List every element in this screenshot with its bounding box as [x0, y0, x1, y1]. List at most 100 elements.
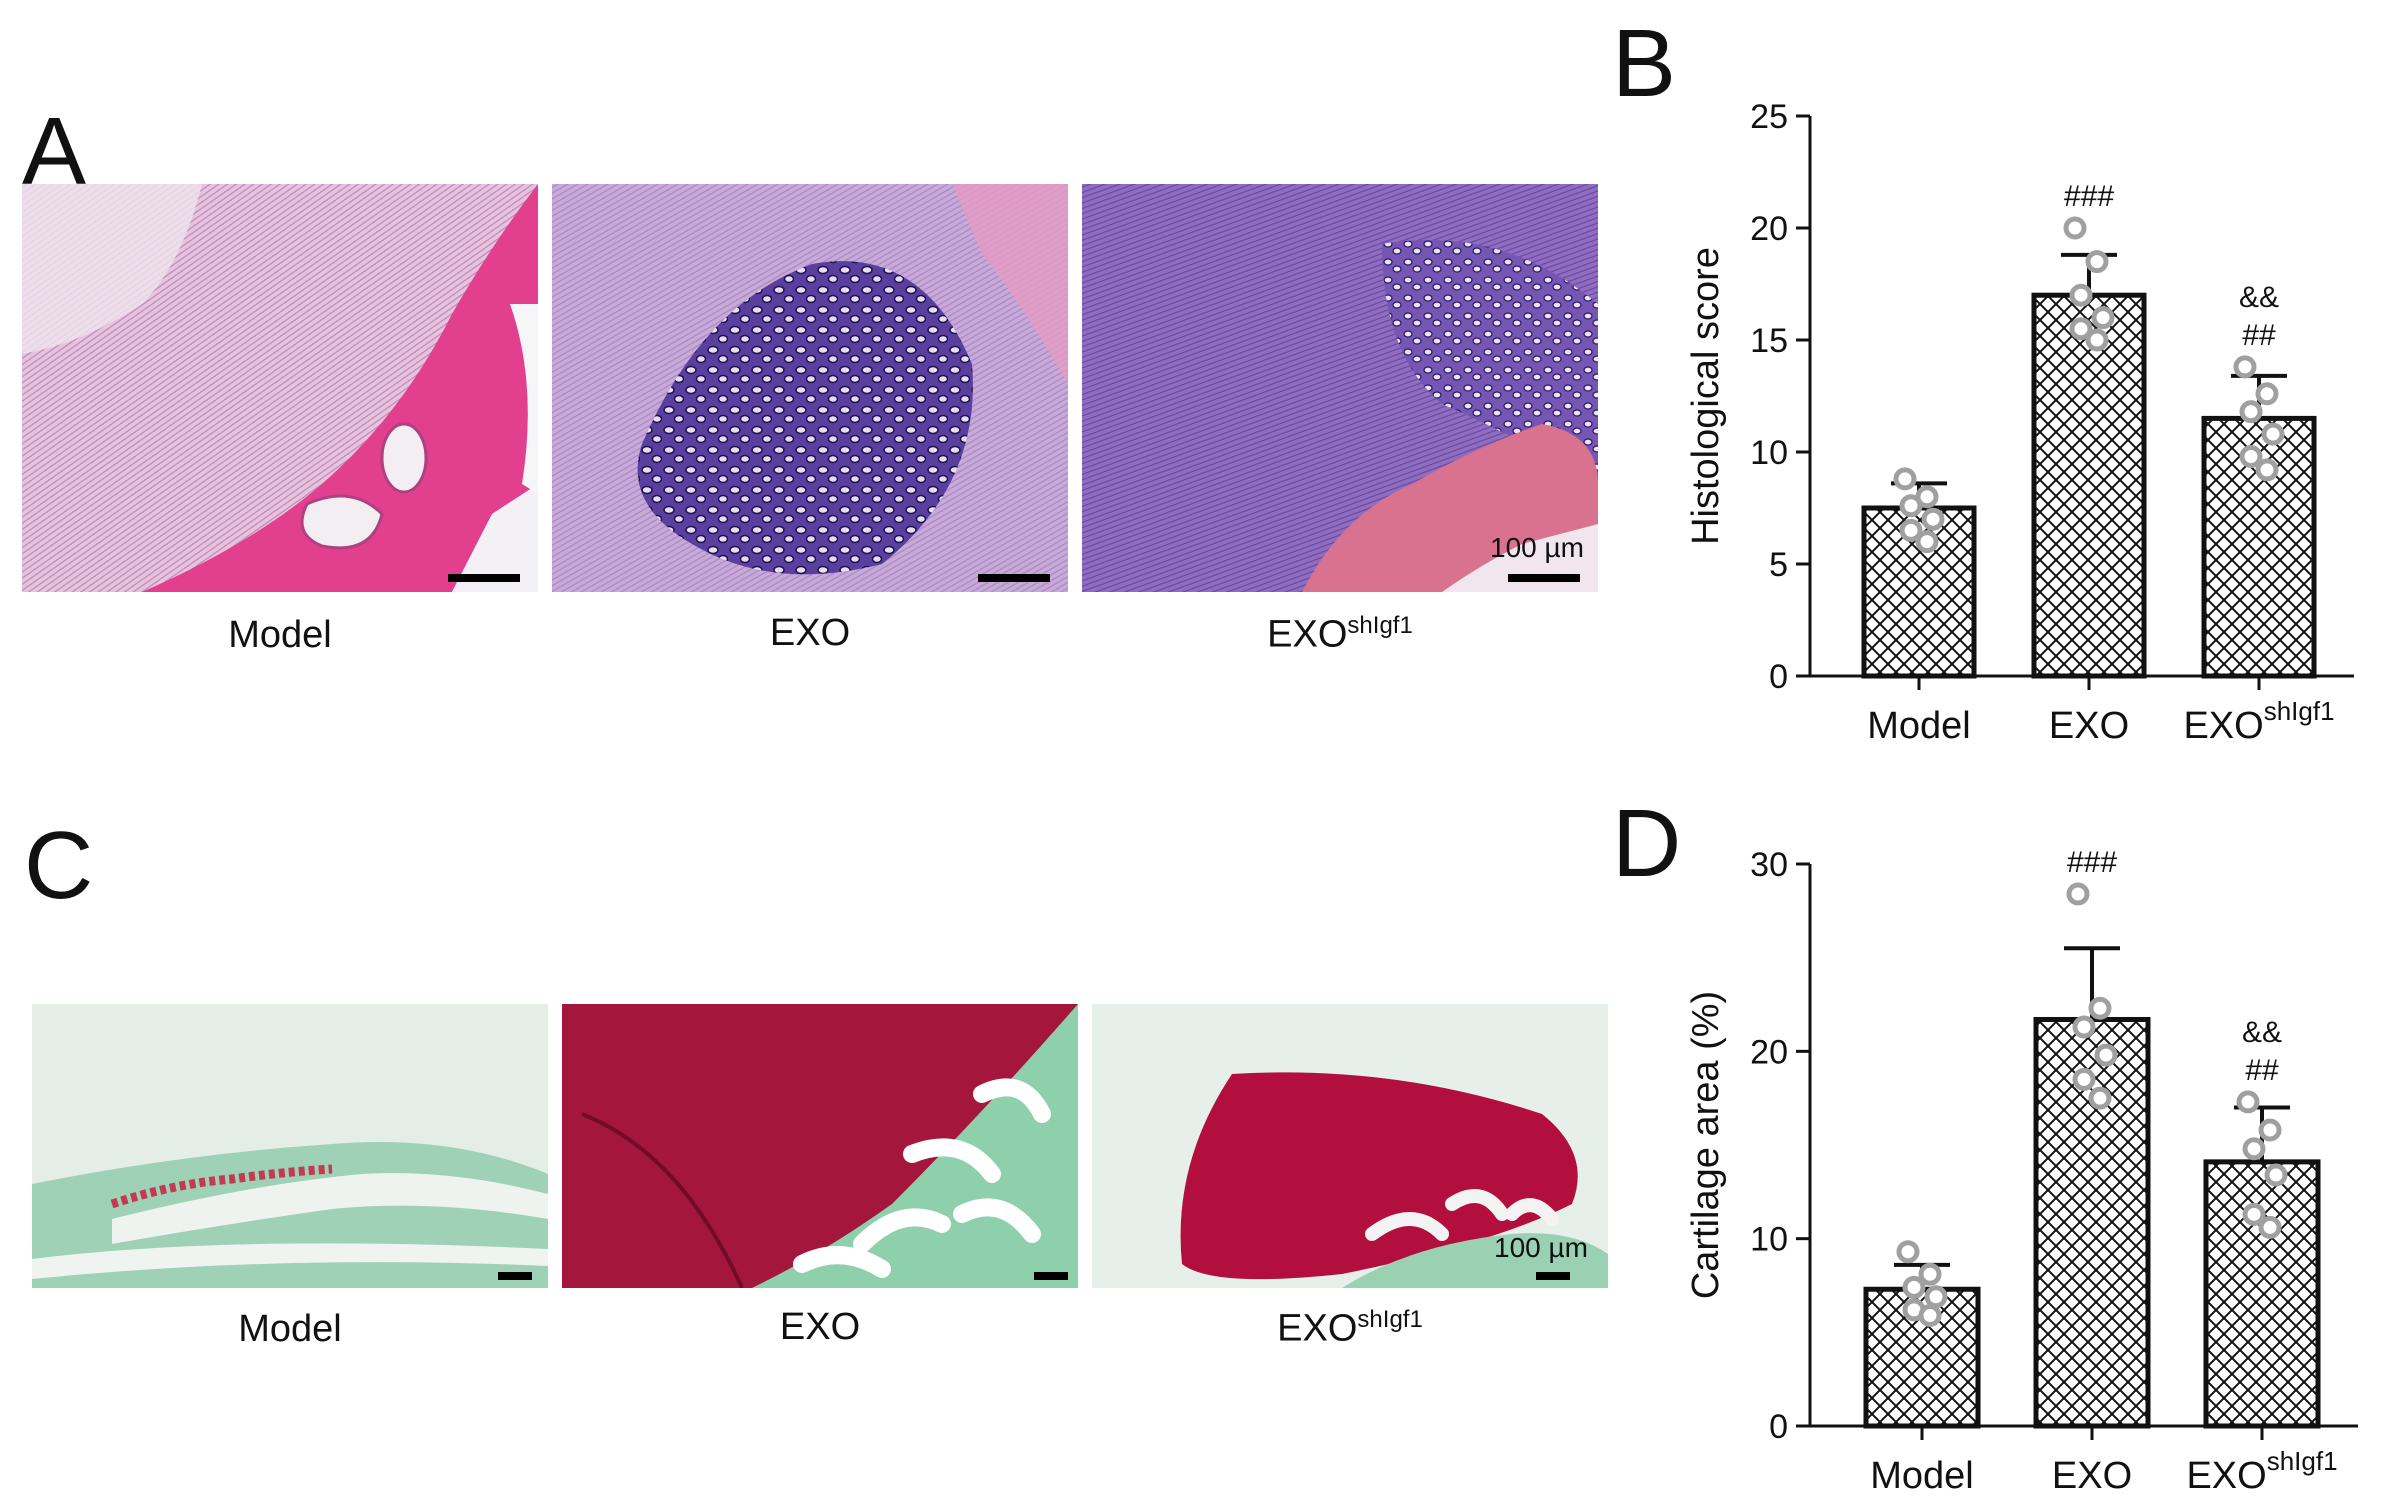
y-axis-label: Histological score [1685, 247, 1727, 545]
caption-c-model: Model [90, 1308, 490, 1351]
micrograph-a-exo [552, 184, 1068, 592]
y-tick-label: 25 [1750, 98, 1788, 136]
he-model-image [22, 184, 538, 592]
data-point [2242, 1202, 2266, 1226]
data-point [1899, 494, 1923, 518]
data-point [1899, 518, 1923, 542]
significance-label: && [2239, 281, 2279, 314]
data-point [2072, 1067, 2096, 1091]
micrograph-a-exoshigf1 [1082, 184, 1598, 592]
y-tick-label: 5 [1769, 546, 1788, 584]
data-point [2063, 216, 2087, 240]
scale-bar-a-exo [978, 574, 1050, 582]
data-point [1921, 507, 1945, 531]
caption-a-exo-main: EXO [769, 612, 851, 654]
y-tick-label: 0 [1769, 658, 1788, 696]
bar-chart-cartilage-area: 0 10 20 30 Cartilage area (%) Model ### EXO ## &&… [1685, 846, 2358, 1496]
y-tick-label: 0 [1769, 1408, 1788, 1446]
micrograph-c-model [32, 1004, 548, 1288]
panel-letter-d: D [1612, 790, 1682, 897]
micrograph-a-model [22, 184, 538, 592]
y-tick-label: 10 [1750, 434, 1788, 472]
data-point [2091, 306, 2115, 330]
significance-label: && [2242, 1016, 2282, 1049]
x-tick-label-sup: shIgf1 [2264, 696, 2335, 726]
scale-bar-a-model [448, 574, 520, 582]
data-point [2094, 1043, 2118, 1067]
caption-c-exoshigf1-main: EXO [1277, 1307, 1358, 1350]
caption-c-exo: EXO [620, 1306, 1020, 1349]
y-axis-label: Cartilage area (%) [1685, 991, 1727, 1299]
data-point [2088, 1086, 2112, 1110]
panel-letter-a: A [22, 98, 87, 205]
data-point [2072, 1015, 2096, 1039]
scale-label-a: 100 µm [1490, 532, 1584, 563]
caption-a-model: Model [80, 614, 480, 657]
data-point [1915, 530, 1939, 554]
data-point [1902, 1275, 1926, 1299]
data-point [2258, 1215, 2282, 1239]
y-tick-label: 30 [1750, 846, 1788, 884]
data-point [1893, 467, 1917, 491]
saf-exoshigf1-image [1092, 1004, 1608, 1288]
caption-c-exoshigf1-sup: shIgf1 [1357, 1306, 1423, 1333]
bar-chart-histological-score: 0 5 10 15 20 25 Histological score Model ### EXO #… [1685, 98, 2354, 747]
x-tick-label: EXO [2049, 705, 2129, 747]
data-point [2069, 317, 2093, 341]
scale-bar-c-exo [1034, 1272, 1068, 1280]
x-tick-label: EXO [2052, 1455, 2132, 1496]
caption-a-model-main: Model [228, 614, 332, 656]
data-point [2069, 283, 2093, 307]
y-tick-label: 15 [1750, 322, 1788, 360]
x-tick-label: EXOshIgf1 [2186, 1446, 2337, 1496]
caption-c-model-main: Model [238, 1308, 342, 1350]
data-point [2255, 458, 2279, 482]
data-point [2233, 355, 2257, 379]
caption-c-exoshigf1: EXOshIgf1 [1150, 1306, 1550, 1351]
data-point [2255, 382, 2279, 406]
data-point [2261, 422, 2285, 446]
data-point [1896, 1240, 1920, 1264]
bar [2031, 292, 2147, 679]
scale-bar-a-exoshigf1 [1508, 574, 1580, 582]
caption-a-exoshigf1: EXOshIgf1 [1140, 612, 1540, 657]
he-exo-image [552, 184, 1068, 592]
data-point [2242, 1137, 2266, 1161]
y-tick-label: 10 [1750, 1221, 1788, 1259]
saf-exo-image [562, 1004, 1078, 1288]
data-point [2088, 996, 2112, 1020]
micrograph-c-exoshigf1 [1092, 1004, 1608, 1288]
data-point [2264, 1163, 2288, 1187]
scale-label-c: 100 µm [1494, 1232, 1588, 1263]
significance-label: ### [2064, 180, 2114, 213]
data-point [2085, 328, 2109, 352]
data-point [2258, 1118, 2282, 1142]
x-tick-label: EXOshIgf1 [2183, 696, 2334, 747]
he-exoshigf1-image [1082, 184, 1598, 592]
bar [2203, 1159, 2321, 1429]
caption-a-exoshigf1-main: EXO [1267, 613, 1348, 656]
significance-label: ### [2067, 846, 2117, 879]
data-point [1918, 1262, 1942, 1286]
data-point [1924, 1285, 1948, 1309]
panel-letter-c: C [24, 812, 94, 919]
caption-a-exo: EXO [610, 612, 1010, 655]
data-point [2239, 444, 2263, 468]
data-point [2239, 400, 2263, 424]
scale-bar-c-model [498, 1272, 532, 1280]
significance-label: ## [2245, 1054, 2279, 1087]
micrograph-c-exo [562, 1004, 1078, 1288]
panel-letter-b: B [1612, 10, 1677, 117]
x-tick-label: Model [1867, 705, 1971, 747]
x-tick-label-sup: shIgf1 [2267, 1446, 2338, 1476]
data-point [1918, 1303, 1942, 1327]
significance-label: ## [2242, 319, 2276, 352]
data-point [2066, 882, 2090, 906]
x-tick-label: Model [1870, 1455, 1974, 1496]
y-tick-label: 20 [1750, 210, 1788, 248]
saf-model-image [32, 1004, 548, 1288]
data-point [2085, 250, 2109, 274]
caption-c-exo-main: EXO [779, 1306, 861, 1348]
scale-bar-c-exoshigf1 [1536, 1272, 1570, 1280]
y-tick-label: 20 [1750, 1033, 1788, 1071]
